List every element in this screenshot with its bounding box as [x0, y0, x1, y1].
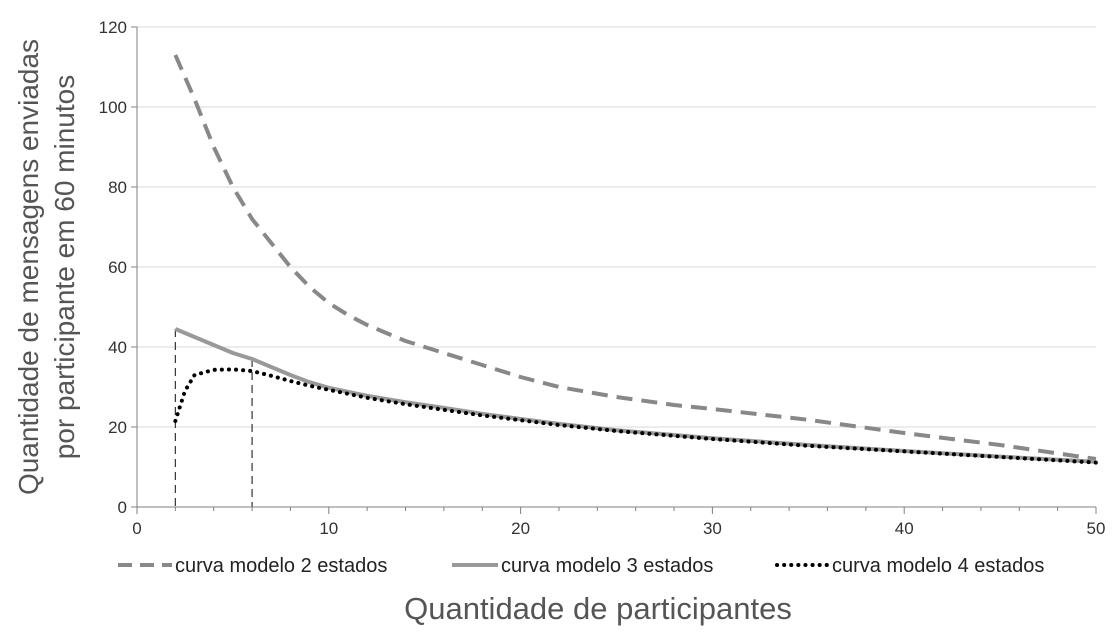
series-line-2	[174, 327, 1097, 464]
y-axis-title-line-2: por participante em 60 minutos	[49, 75, 80, 459]
legend-label-2: curva modelo 3 estados	[501, 555, 713, 577]
x-tick-label-30: 30	[703, 519, 722, 538]
y-tick-label-0: 0	[118, 498, 127, 517]
legend-label-1: curva modelo 2 estados	[175, 555, 387, 577]
legend: curva modelo 2 estados curva modelo 3 est…	[118, 555, 1044, 577]
x-tick-label-20: 20	[511, 519, 530, 538]
y-tick-label-40: 40	[108, 338, 127, 357]
series-lines	[173, 54, 1098, 465]
y-tick-label-100: 100	[99, 98, 127, 117]
series-line-1	[173, 54, 1097, 461]
x-tick-label-10: 10	[319, 519, 338, 538]
y-axis-title-line-1: Quantidade de mensagens enviadas	[13, 39, 44, 495]
x-tick-label-50: 50	[1087, 519, 1106, 538]
y-tick-label-80: 80	[108, 178, 127, 197]
gridlines	[137, 26, 1096, 428]
y-tick-label-20: 20	[108, 418, 127, 437]
y-tick-label-60: 60	[108, 258, 127, 277]
x-axis-title: Quantidade de participantes	[404, 591, 792, 626]
x-tick-label-40: 40	[895, 519, 914, 538]
tick-labels: 0 20 40 60 80 100 120 0 10 20 30 40 50	[99, 18, 1106, 538]
legend-label-3: curva modelo 4 estados	[832, 555, 1044, 577]
reference-lines	[174, 329, 253, 507]
y-tick-label-120: 120	[99, 18, 127, 37]
axes	[131, 26, 1097, 514]
x-tick-label-0: 0	[132, 519, 141, 538]
